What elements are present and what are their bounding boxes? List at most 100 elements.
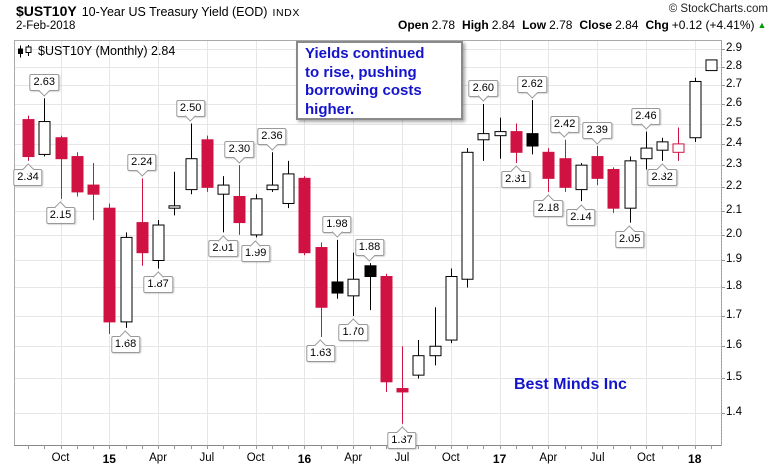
candle-body [136,222,149,254]
candle-body [185,158,198,191]
candle-body [282,173,295,204]
callout-text: 2.18 [537,201,560,214]
header-row: $UST10Y 10-Year US Treasury Yield (EOD) IN… [16,3,300,19]
candle-body [607,169,620,209]
price-callout: 2.14 [566,203,596,227]
candle-body [201,139,214,188]
y-axis-label: 2.6 [726,96,742,109]
y-axis-label: 1.6 [726,339,742,352]
callout-text: 1.68 [114,337,137,350]
candle-body [168,205,181,209]
callout-text: 2.24 [131,156,153,169]
chg-value: +0.12 (+4.41%) [671,18,755,32]
x-axis-label: Oct [441,452,460,464]
y-axis-label: 2.7 [726,78,742,91]
callout-text: 1.87 [147,278,169,291]
price-callout: 2.30 [224,141,255,164]
price-callout: 2.05 [614,225,645,248]
callout-text: 2.31 [505,172,527,185]
x-axis-label: 16 [297,452,312,466]
y-axis-label: 2.2 [726,180,742,193]
candle-body [266,184,279,191]
price-callout: 2.63 [29,74,59,97]
candle-body [331,281,344,294]
callout-text: 1.63 [309,346,332,359]
high-label: High [462,18,489,32]
low-label: Low [522,18,547,32]
candle-body [624,160,637,209]
candle-body [364,265,377,278]
y-axis-label: 2.8 [726,60,742,72]
callout-text: 2.14 [570,211,592,224]
annotation-line: borrowing costs [305,82,422,99]
price-callout: 2.18 [533,194,564,217]
x-axis-label: Oct [637,452,655,464]
open-label: Open [398,18,429,32]
low-value: 2.78 [549,18,573,32]
candle-body [494,131,507,137]
annotation-line: to rise, pushing [305,63,417,81]
price-callout: 2.01 [208,235,238,258]
close-value: 2.84 [615,18,639,32]
candle-body [542,151,555,179]
candle-body [152,224,165,261]
watermark: Best Minds Inc [514,376,627,393]
copyright: © StockCharts.com [668,3,768,15]
x-axis-label: Jul [199,452,215,464]
price-callout: 1.63 [305,339,336,362]
candle-body [656,141,669,151]
open-value: 2.78 [431,18,456,32]
callout-text: 2.50 [179,101,202,114]
legend-label: $UST10Y (Monthly) 2.84 [38,44,176,58]
candle-body [559,158,572,188]
candle-body [347,278,360,297]
y-axis-label: 2.5 [726,116,742,129]
high-value: 2.84 [491,18,516,32]
callout-text: 2.30 [228,143,251,156]
price-callout: 2.60 [468,79,499,103]
candle-body [250,198,263,236]
candlestick-icon [18,44,32,57]
chg-label: Chg [645,18,669,32]
candle-body [55,137,68,160]
candle-body [526,133,539,147]
price-callout: 1.87 [143,271,173,294]
annotation-line: higher. [305,100,355,118]
y-axis-label: 2.0 [726,227,742,240]
x-axis-label: 18 [688,452,702,466]
candle-body [591,156,604,179]
callout-text: 2.39 [586,124,608,136]
candle-body [461,151,474,280]
callout-text: 1.98 [326,217,348,230]
price-callout: 2.50 [175,99,206,122]
callout-text: 2.32 [651,170,673,183]
y-axis-label: 1.8 [726,280,742,293]
candle-body [217,184,230,195]
candle-body [71,156,84,193]
x-axis-label: 17 [492,452,507,466]
candle-body [672,143,685,153]
y-axis-label: 2.4 [726,136,742,149]
candle-body [640,147,653,160]
candle-body [315,247,328,308]
candle-body [120,236,133,323]
candle-body [396,388,409,393]
price-callout: 2.34 [13,163,43,186]
y-axis-label: 1.9 [726,253,742,266]
candle-body [575,164,588,191]
callout-text: 1.37 [391,433,413,446]
price-callout: 2.62 [517,76,547,99]
x-axis-label: 15 [102,452,116,466]
callout-text: 2.01 [212,242,234,255]
candle-body [477,133,490,141]
y-axis-label: 2.9 [726,42,742,55]
x-axis-label: Jul [394,452,410,464]
symbol: $UST10Y [16,3,77,19]
x-axis-label: Apr [344,452,363,464]
callout-text: 2.42 [553,117,576,130]
y-axis-label: 1.7 [726,308,742,321]
price-callout: 2.15 [45,201,76,224]
callout-text: 2.60 [472,81,495,94]
chart-legend: $UST10Y (Monthly) 2.84 [17,44,175,58]
